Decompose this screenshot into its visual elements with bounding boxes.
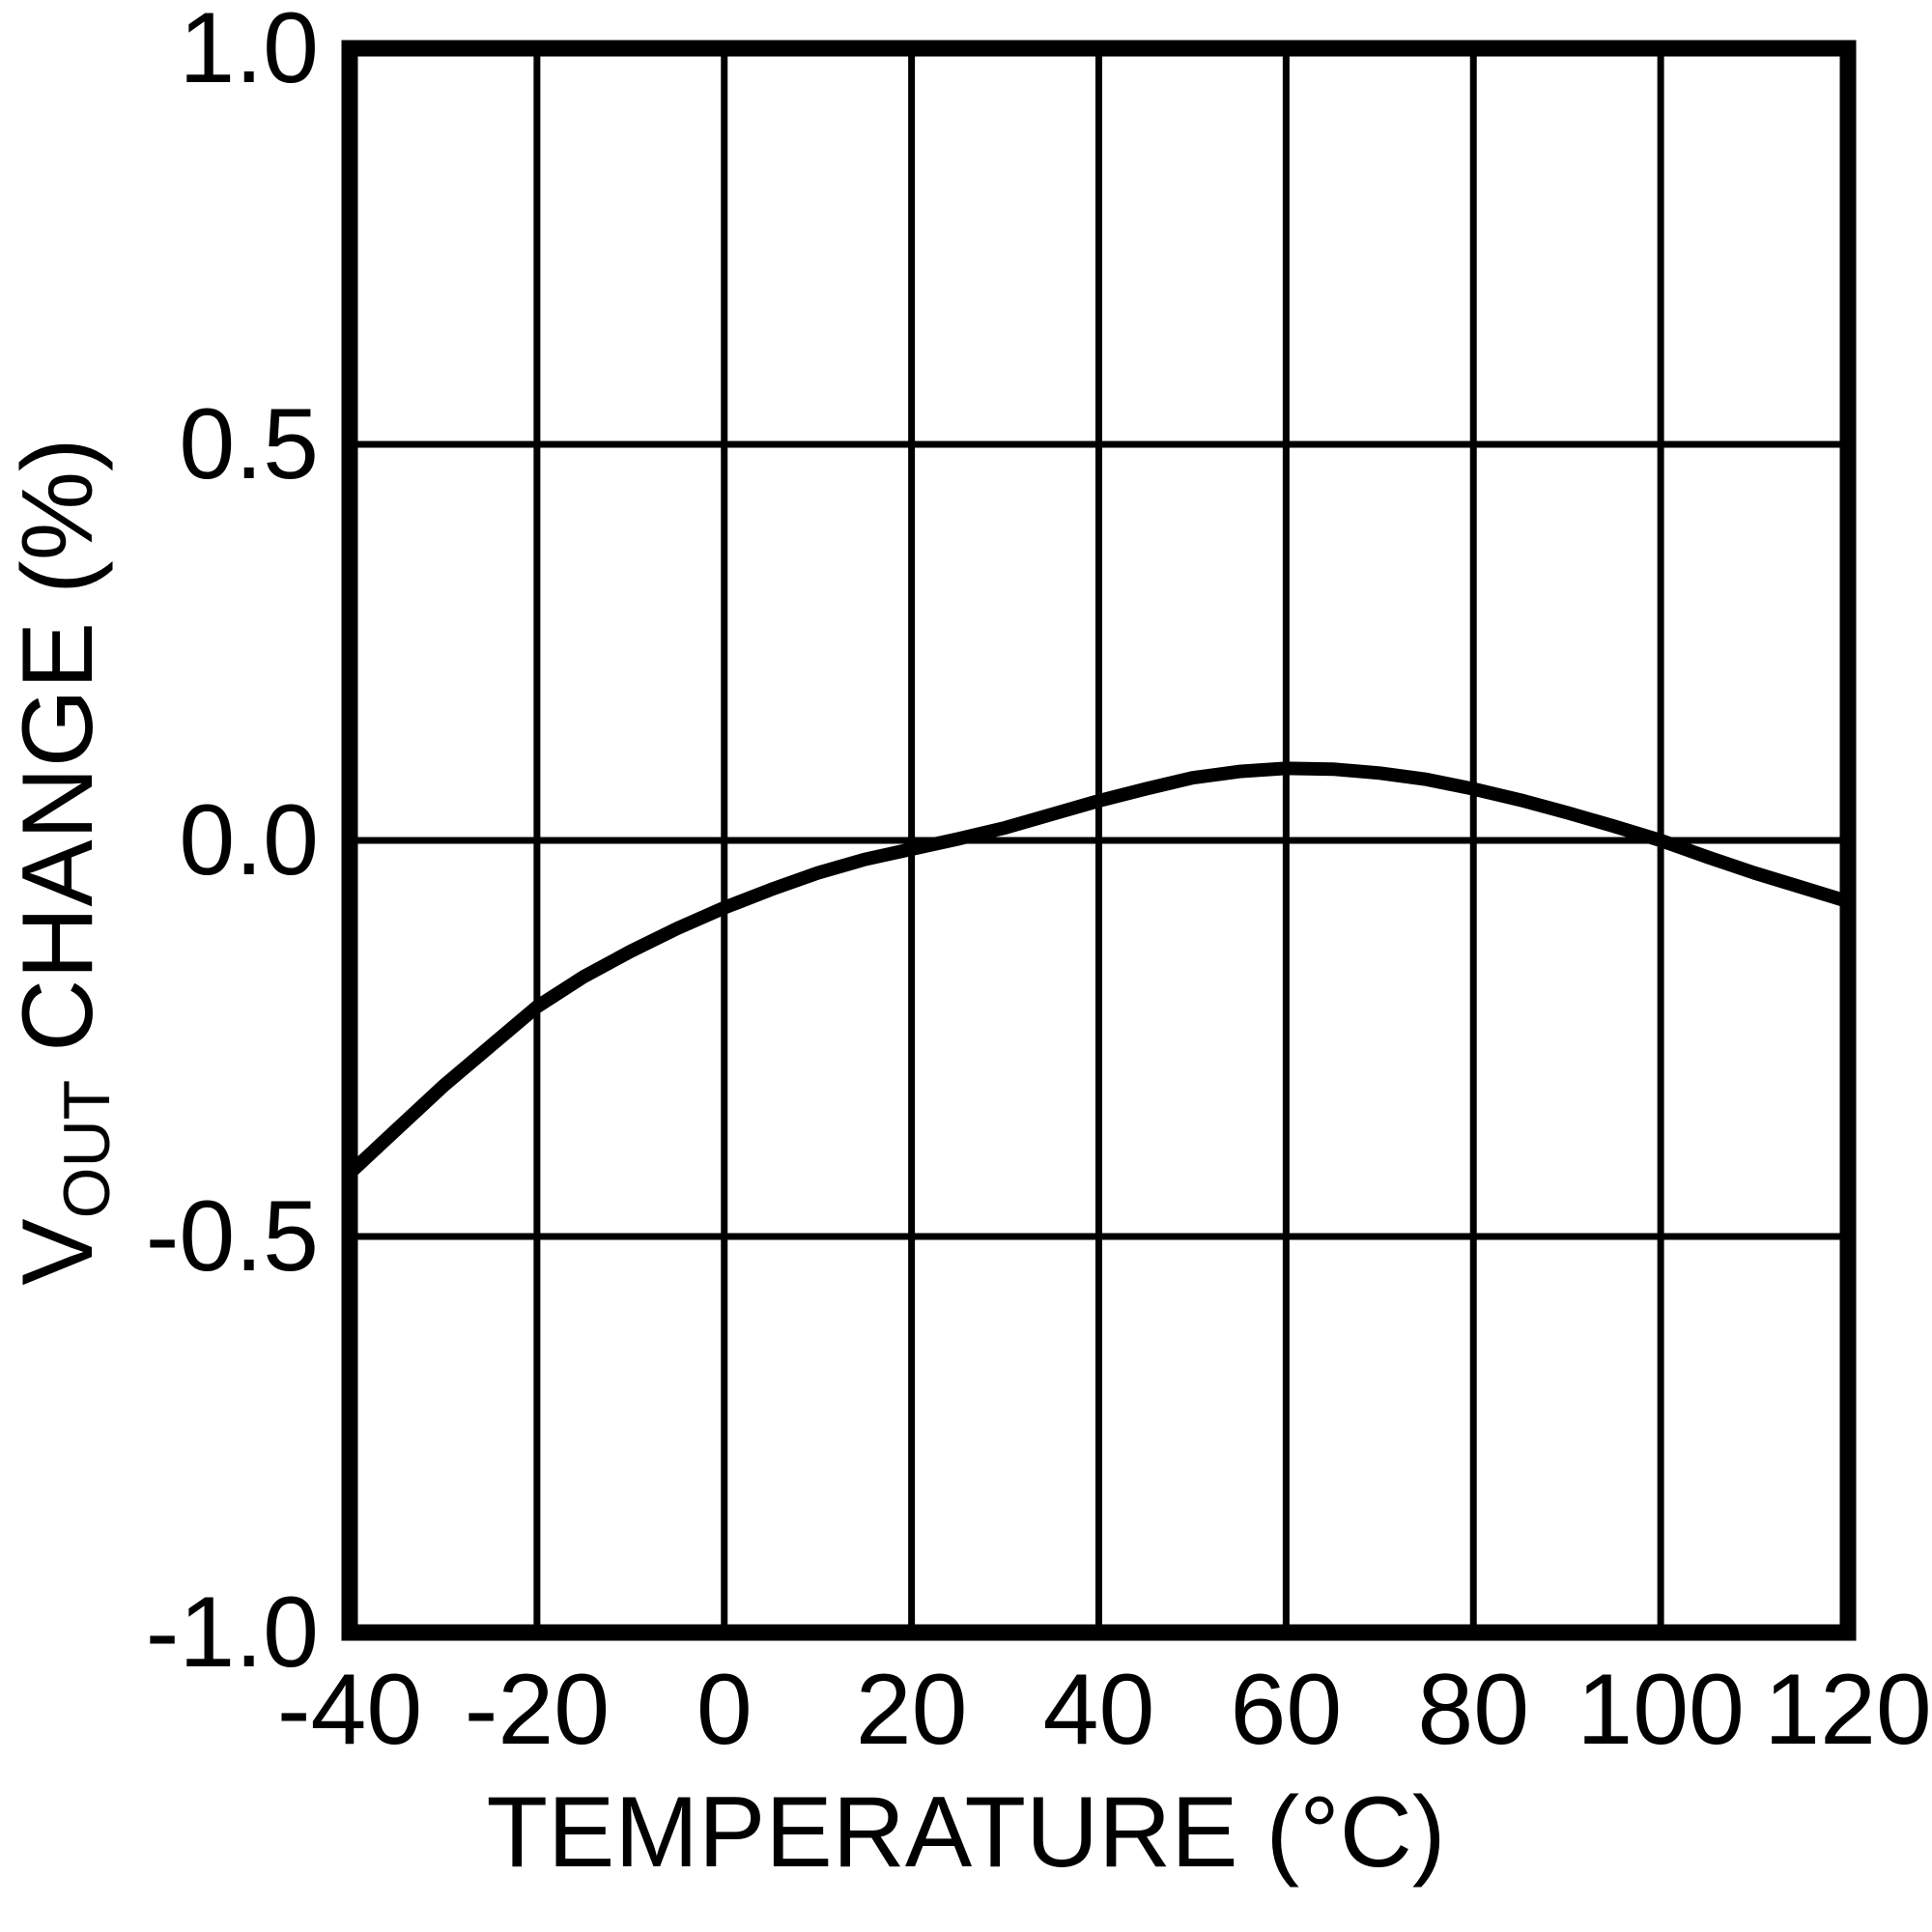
axes-frame	[341, 40, 1857, 1641]
data-series	[345, 761, 1851, 1179]
x-tick-label: 120	[1764, 1654, 1932, 1766]
y-tick-label: -0.5	[145, 1180, 319, 1293]
x-tick-label: -20	[464, 1654, 611, 1766]
x-axis-title: TEMPERATURE (°C)	[486, 1776, 1446, 1889]
y-axis-title-prefix: V	[2, 1218, 114, 1286]
x-tick-label: 100	[1577, 1654, 1745, 1766]
y-tick-label: 0.5	[179, 388, 319, 500]
x-tick-label: -40	[276, 1654, 423, 1766]
plot-frame	[341, 40, 1857, 1641]
y-axis-title-rest: CHANGE (%)	[2, 438, 114, 1080]
x-tick-label: 80	[1417, 1654, 1530, 1766]
x-tick-label: 0	[696, 1654, 753, 1766]
y-tick-label: 1.0	[179, 0, 319, 104]
y-tick-label: 0.0	[179, 784, 319, 896]
x-tick-label: 60	[1230, 1654, 1343, 1766]
y-axis-title: VOUT CHANGE (%)	[2, 137, 124, 1586]
y-tick-label: -1.0	[145, 1577, 319, 1689]
y-axis-title-subscript: OUT	[50, 1079, 124, 1219]
series-line	[345, 761, 1851, 1179]
x-tick-label: 20	[855, 1654, 968, 1766]
grid-lines	[350, 48, 1848, 1633]
x-tick-label: 40	[1042, 1654, 1155, 1766]
